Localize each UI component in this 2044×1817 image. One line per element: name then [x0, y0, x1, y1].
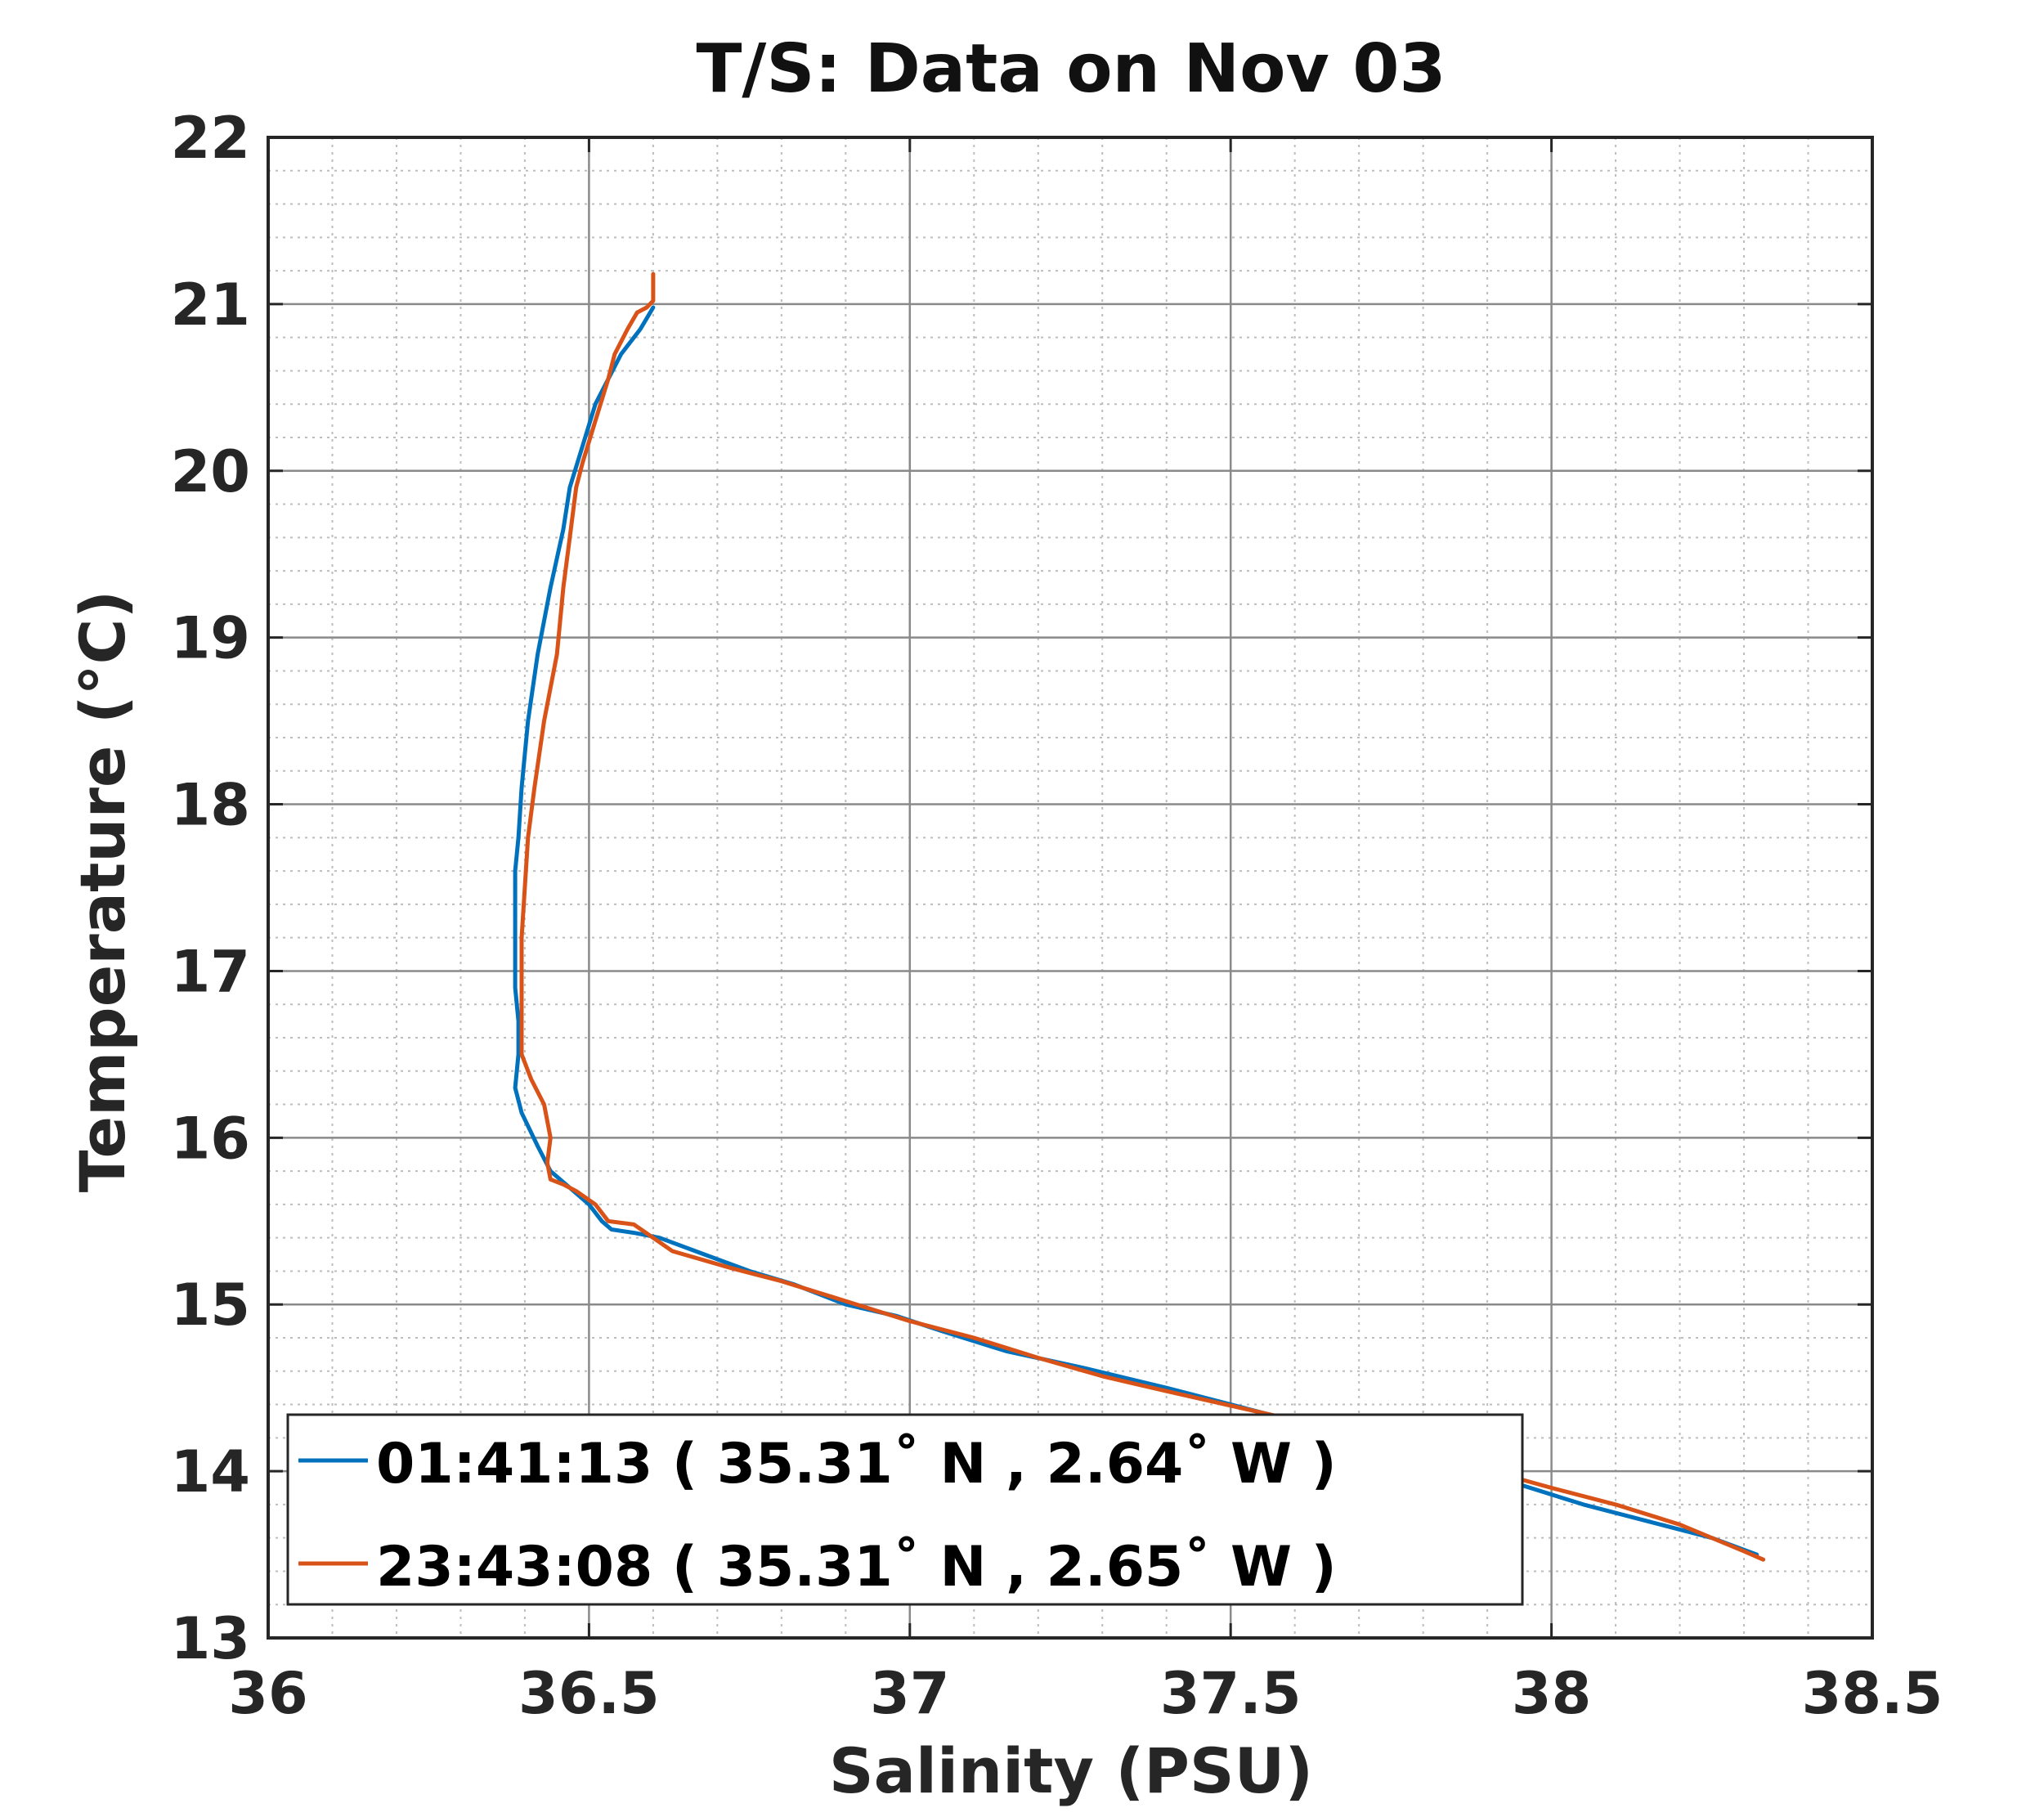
y-tick-label: 18: [171, 772, 250, 839]
x-tick-label: 37.5: [1160, 1660, 1302, 1727]
y-tick-label: 16: [171, 1105, 250, 1172]
x-tick-label: 38.5: [1802, 1660, 1943, 1727]
plot-frame: [267, 136, 1874, 1640]
y-tick-label: 14: [171, 1438, 250, 1505]
y-tick-label: 13: [171, 1605, 250, 1672]
x-tick-label: 36.5: [518, 1660, 660, 1727]
legend-box: [286, 1413, 1524, 1606]
y-tick-label: 15: [171, 1272, 250, 1339]
y-tick-labels: 13 14 15 16 17 18 19 20 21 22: [171, 105, 250, 1672]
x-tick-label: 38: [1512, 1660, 1591, 1727]
y-axis-label: Temperature (°C): [66, 590, 139, 1192]
y-tick-label: 22: [171, 105, 250, 172]
y-tick-label: 21: [171, 271, 250, 339]
x-tick-label: 37: [870, 1660, 949, 1727]
axis-ticks: [267, 136, 1874, 1640]
x-tick-label: 36: [228, 1660, 307, 1727]
y-tick-label: 17: [171, 938, 250, 1005]
legend-label-series-2: 23:43:08 ( 35.31˚ N , 2.65˚ W ): [376, 1535, 1337, 1599]
x-axis-label: Salinity (PSU): [829, 1734, 1313, 1807]
legend: 01:41:13 ( 35.31˚ N , 2.64˚ W ) 23:43:08…: [286, 1413, 1524, 1606]
legend-label-series-1: 01:41:13 ( 35.31˚ N , 2.64˚ W ): [376, 1432, 1337, 1496]
series-line-2: [519, 271, 1766, 1562]
y-tick-label: 20: [171, 438, 250, 505]
y-tick-label: 19: [171, 605, 250, 672]
chart-title: T/S: Data on Nov 03: [696, 30, 1446, 108]
series-layer: [513, 271, 1766, 1562]
x-tick-labels: 36 36.5 37 37.5 38 38.5: [228, 1660, 1943, 1727]
